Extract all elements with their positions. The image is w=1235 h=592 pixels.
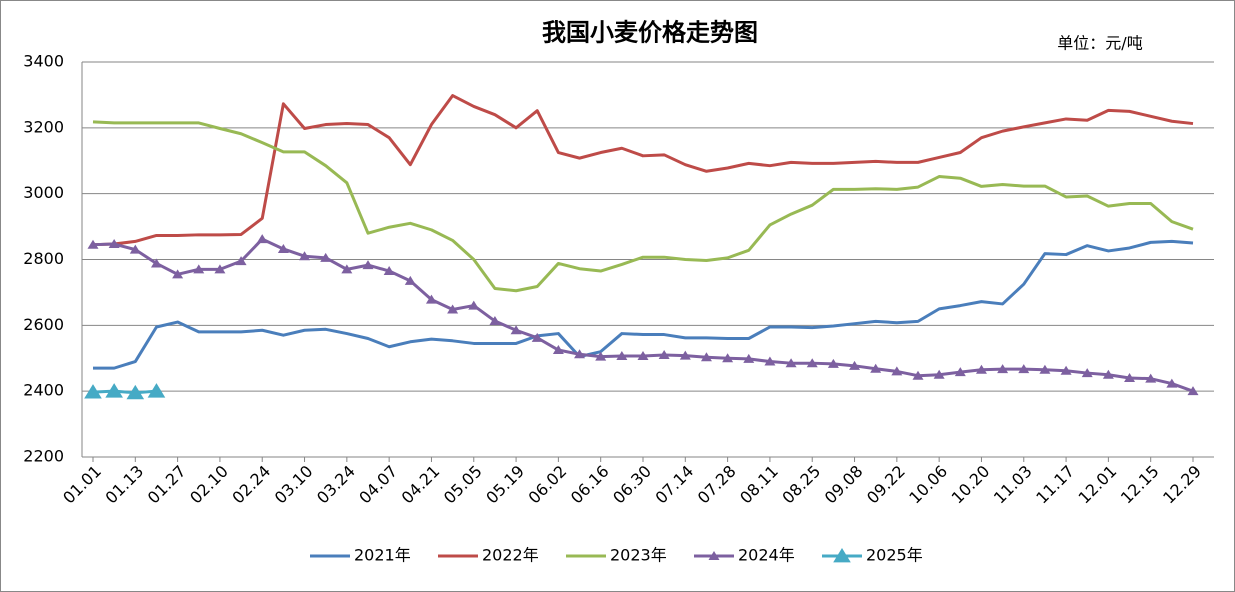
marker: [172, 269, 184, 279]
y-tick-label: 3400: [23, 52, 64, 71]
marker: [849, 360, 861, 370]
marker: [108, 239, 120, 249]
marker: [126, 384, 145, 400]
marker: [679, 350, 691, 360]
legend-label: 2025年: [866, 546, 923, 565]
series-line: [92, 94, 1194, 247]
marker: [489, 316, 501, 326]
unit-label: 单位：元/吨: [1057, 34, 1142, 53]
chart-title: 我国小麦价格走势图: [542, 18, 758, 47]
marker: [531, 332, 543, 342]
marker: [87, 239, 99, 249]
y-tick-label: 2600: [23, 315, 64, 334]
marker: [320, 252, 332, 262]
y-tick-label: 3200: [23, 117, 64, 136]
marker: [997, 364, 1009, 374]
marker: [362, 260, 374, 270]
marker: [1124, 373, 1136, 382]
marker: [806, 358, 818, 368]
marker: [552, 345, 564, 355]
series-line: [93, 239, 1194, 370]
y-tick-label: 2400: [23, 381, 64, 400]
marker: [150, 258, 162, 268]
marker: [954, 367, 966, 377]
marker: [785, 358, 797, 368]
marker: [827, 358, 839, 368]
marker: [658, 349, 670, 359]
marker: [1039, 364, 1051, 374]
marker: [616, 350, 628, 360]
marker: [975, 364, 987, 374]
marker: [1081, 368, 1093, 378]
marker: [147, 383, 166, 398]
marker: [256, 234, 268, 244]
marker: [891, 366, 903, 376]
marker: [1060, 365, 1072, 375]
marker: [912, 370, 924, 380]
y-tick-label: 3000: [23, 183, 64, 202]
marker: [743, 353, 755, 363]
y-tick-label: 2800: [23, 249, 64, 268]
marker: [1018, 364, 1030, 374]
y-tick-label: 2200: [23, 447, 64, 466]
marker: [700, 352, 712, 362]
marker: [595, 351, 607, 361]
marker: [1145, 373, 1157, 383]
marker: [447, 304, 459, 314]
legend-marker: [708, 551, 720, 560]
marker: [129, 244, 141, 254]
marker: [193, 264, 205, 274]
marker: [277, 243, 289, 253]
marker: [510, 325, 522, 335]
marker: [383, 266, 395, 276]
marker: [404, 275, 416, 285]
marker: [870, 363, 882, 373]
marker: [1166, 378, 1178, 388]
marker: [574, 349, 586, 359]
marker: [1187, 386, 1199, 396]
marker: [299, 251, 311, 261]
marker: [84, 384, 102, 399]
legend-label: 2022年: [482, 546, 539, 565]
marker: [764, 356, 776, 366]
series-line: [92, 120, 1194, 293]
marker: [933, 369, 945, 379]
legend-label: 2021年: [354, 546, 411, 565]
series-line: [92, 389, 157, 395]
legend-label: 2024年: [738, 546, 795, 565]
marker: [214, 264, 226, 274]
marker: [637, 350, 649, 360]
marker: [235, 256, 247, 266]
marker: [105, 383, 123, 398]
marker: [425, 294, 437, 304]
marker: [468, 300, 480, 310]
marker: [341, 264, 353, 274]
legend-marker: [833, 548, 851, 563]
legend-label: 2023年: [610, 546, 667, 565]
marker: [722, 353, 734, 363]
marker: [1102, 369, 1114, 379]
